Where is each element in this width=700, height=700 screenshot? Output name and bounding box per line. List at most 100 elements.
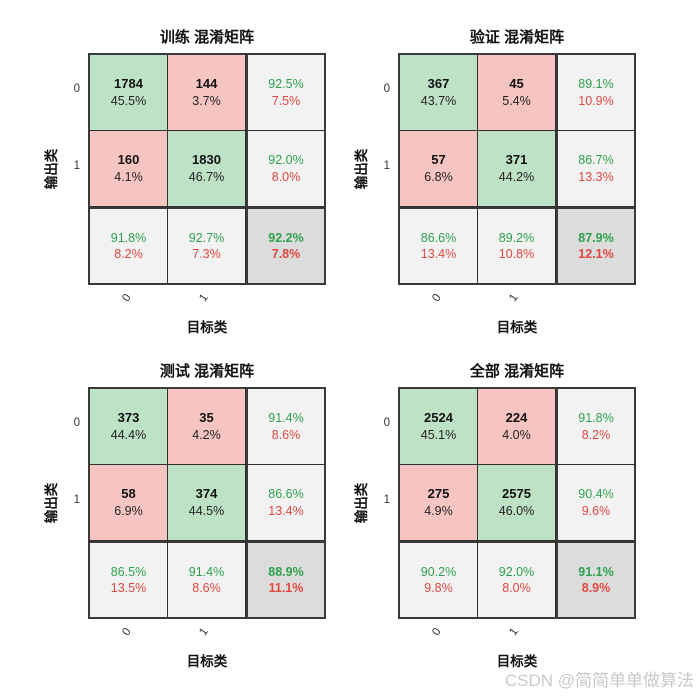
overall-accuracy-percent: 92.2% bbox=[268, 230, 304, 245]
cell-percent: 45.1% bbox=[420, 427, 457, 442]
summary-red-percent: 13.4% bbox=[420, 247, 457, 261]
summary-green-percent: 91.8% bbox=[110, 230, 147, 245]
summary-red-percent: 8.0% bbox=[271, 169, 301, 184]
summary-red-percent: 8.2% bbox=[581, 427, 611, 442]
cell-count: 57 bbox=[431, 151, 446, 167]
cell-count: 144 bbox=[195, 75, 218, 91]
cell-count: 1784 bbox=[114, 75, 143, 91]
cell-percent: 46.0% bbox=[498, 503, 535, 518]
summary-red-percent: 7.3% bbox=[192, 247, 221, 261]
x-tick-label: 1 bbox=[507, 625, 521, 639]
row-summary-cell-1: 92.0% 8.0% bbox=[246, 131, 324, 206]
matrix-cell-1-0: 275 4.9% bbox=[400, 465, 477, 540]
summary-red-percent: 8.2% bbox=[114, 247, 143, 261]
cell-count: 275 bbox=[427, 485, 450, 501]
x-tick-label: 0 bbox=[120, 625, 134, 639]
total-accuracy-cell: 91.1% 8.9% bbox=[556, 541, 634, 617]
confusion-grid: 373 44.4% 35 4.2% 91.4% 8.6% 58 6.9% 374… bbox=[88, 387, 326, 619]
summary-green-percent: 86.6% bbox=[268, 487, 304, 502]
confusion-grid: 367 43.7% 45 5.4% 89.1% 10.9% 57 6.8% 37… bbox=[398, 53, 636, 285]
matrix-cell-0-0: 1784 45.5% bbox=[90, 55, 167, 130]
cell-count: 367 bbox=[427, 75, 450, 91]
summary-green-percent: 86.5% bbox=[110, 564, 147, 579]
confusion-grid: 1784 45.5% 144 3.7% 92.5% 7.5% 160 4.1% … bbox=[88, 53, 326, 285]
cell-count: 2524 bbox=[424, 409, 453, 425]
y-tick-label: 0 bbox=[383, 417, 390, 429]
summary-red-percent: 13.3% bbox=[578, 169, 614, 184]
panel-title: 全部 混淆矩阵 bbox=[469, 363, 565, 380]
summary-red-percent: 10.8% bbox=[498, 247, 535, 261]
cell-percent: 4.9% bbox=[424, 503, 453, 518]
confusion-matrix-panel-validation: 验证 混淆矩阵 输出类 0 1 367 43.7% 45 5.4% 89.1% … bbox=[338, 26, 638, 346]
cell-count: 2575 bbox=[502, 485, 531, 501]
confusion-matrix-panel-training: 训练 混淆矩阵 输出类 0 1 1784 45.5% 144 3.7% 92.5… bbox=[28, 26, 328, 346]
matrix-cell-0-0: 367 43.7% bbox=[400, 55, 477, 130]
cell-count: 45 bbox=[509, 75, 524, 91]
col-summary-cell-0: 86.6% 13.4% bbox=[400, 207, 477, 283]
matrix-cell-1-1: 371 44.2% bbox=[478, 131, 555, 206]
summary-red-percent: 10.9% bbox=[578, 93, 614, 108]
y-tick-label: 0 bbox=[73, 83, 80, 95]
row-summary-cell-0: 92.5% 7.5% bbox=[246, 55, 324, 130]
row-summary-cell-0: 91.8% 8.2% bbox=[556, 389, 634, 464]
col-summary-cell-0: 86.5% 13.5% bbox=[90, 541, 167, 617]
row-summary-cell-1: 86.7% 13.3% bbox=[556, 131, 634, 206]
summary-red-percent: 13.5% bbox=[110, 581, 147, 595]
col-summary-cell-1: 92.7% 7.3% bbox=[168, 207, 245, 283]
summary-green-percent: 89.1% bbox=[578, 77, 614, 92]
summary-green-percent: 92.7% bbox=[188, 230, 225, 245]
matrix-cell-0-0: 373 44.4% bbox=[90, 389, 167, 464]
col-summary-cell-0: 90.2% 9.8% bbox=[400, 541, 477, 617]
summary-green-percent: 90.2% bbox=[420, 564, 457, 579]
cell-count: 374 bbox=[195, 485, 218, 501]
summary-green-percent: 90.4% bbox=[578, 487, 614, 502]
summary-red-percent: 8.6% bbox=[192, 581, 221, 595]
summary-green-percent: 86.6% bbox=[420, 230, 457, 245]
cell-count: 371 bbox=[505, 151, 528, 167]
y-tick-label: 1 bbox=[73, 160, 80, 172]
row-summary-cell-0: 91.4% 8.6% bbox=[246, 389, 324, 464]
x-tick-label: 1 bbox=[197, 625, 211, 639]
matrix-cell-1-0: 57 6.8% bbox=[400, 131, 477, 206]
col-summary-cell-1: 92.0% 8.0% bbox=[478, 541, 555, 617]
cell-percent: 45.5% bbox=[110, 93, 147, 108]
col-summary-cell-1: 89.2% 10.8% bbox=[478, 207, 555, 283]
cell-percent: 6.9% bbox=[114, 503, 143, 518]
y-tick-label: 1 bbox=[383, 160, 390, 172]
overall-accuracy-percent: 87.9% bbox=[578, 230, 614, 245]
overall-error-percent: 8.9% bbox=[581, 581, 611, 595]
summary-green-percent: 91.4% bbox=[268, 411, 304, 426]
row-summary-cell-1: 86.6% 13.4% bbox=[246, 465, 324, 540]
x-tick-label: 0 bbox=[430, 625, 444, 639]
row-summary-cell-1: 90.4% 9.6% bbox=[556, 465, 634, 540]
y-axis-label: 输出类 bbox=[354, 148, 369, 190]
y-axis-label: 输出类 bbox=[44, 148, 59, 190]
y-tick-label: 0 bbox=[383, 83, 390, 95]
summary-green-percent: 86.7% bbox=[578, 153, 614, 168]
matrix-cell-0-1: 45 5.4% bbox=[478, 55, 555, 130]
confusion-grid: 2524 45.1% 224 4.0% 91.8% 8.2% 275 4.9% … bbox=[398, 387, 636, 619]
total-accuracy-cell: 88.9% 11.1% bbox=[246, 541, 324, 617]
matrix-cell-1-1: 1830 46.7% bbox=[168, 131, 245, 206]
overall-error-percent: 12.1% bbox=[578, 247, 614, 261]
x-axis-label: 目标类 bbox=[186, 320, 228, 335]
x-tick-label: 1 bbox=[197, 291, 211, 305]
summary-green-percent: 92.5% bbox=[268, 77, 304, 92]
overall-accuracy-percent: 88.9% bbox=[268, 564, 304, 579]
summary-green-percent: 91.8% bbox=[578, 411, 614, 426]
cell-percent: 44.2% bbox=[498, 169, 535, 184]
summary-green-percent: 92.0% bbox=[498, 564, 535, 579]
cell-percent: 5.4% bbox=[502, 93, 531, 108]
x-axis-label: 目标类 bbox=[496, 320, 538, 335]
total-accuracy-cell: 87.9% 12.1% bbox=[556, 207, 634, 283]
summary-red-percent: 8.6% bbox=[271, 427, 301, 442]
summary-red-percent: 13.4% bbox=[268, 503, 304, 518]
panel-title: 训练 混淆矩阵 bbox=[159, 29, 255, 46]
cell-percent: 4.1% bbox=[114, 169, 143, 184]
y-tick-label: 1 bbox=[73, 494, 80, 506]
cell-percent: 44.5% bbox=[188, 503, 225, 518]
matrix-cell-1-0: 160 4.1% bbox=[90, 131, 167, 206]
x-tick-label: 1 bbox=[507, 291, 521, 305]
x-axis-label: 目标类 bbox=[496, 654, 538, 669]
summary-red-percent: 8.0% bbox=[502, 581, 531, 595]
